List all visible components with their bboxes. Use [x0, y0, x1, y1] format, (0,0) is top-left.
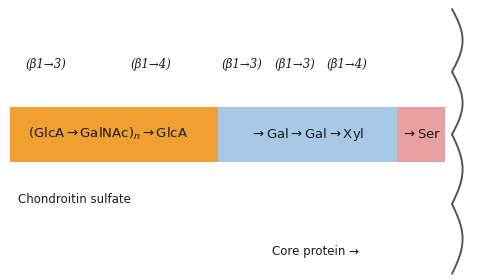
Text: (β1→4): (β1→4) [131, 58, 171, 71]
Text: $\mathsf{\rightarrow Ser}$: $\mathsf{\rightarrow Ser}$ [401, 128, 441, 141]
Text: (β1→3): (β1→3) [221, 58, 262, 71]
Text: (β1→3): (β1→3) [26, 58, 67, 71]
FancyBboxPatch shape [10, 107, 218, 162]
Text: $\mathsf{(GlcA \rightarrow GalNAc)}_{\mathsf{\it{n}}} \mathsf{\rightarrow GlcA}$: $\mathsf{(GlcA \rightarrow GalNAc)}_{\ma… [28, 126, 188, 143]
Text: (β1→3): (β1→3) [274, 58, 315, 71]
Text: $\mathsf{\rightarrow Gal \rightarrow Gal \rightarrow Xyl}$: $\mathsf{\rightarrow Gal \rightarrow Gal… [250, 126, 365, 143]
Text: Core protein →: Core protein → [273, 245, 359, 258]
FancyBboxPatch shape [218, 107, 397, 162]
Text: (β1→4): (β1→4) [327, 58, 367, 71]
Text: Chondroitin sulfate: Chondroitin sulfate [18, 193, 131, 206]
FancyBboxPatch shape [397, 107, 445, 162]
